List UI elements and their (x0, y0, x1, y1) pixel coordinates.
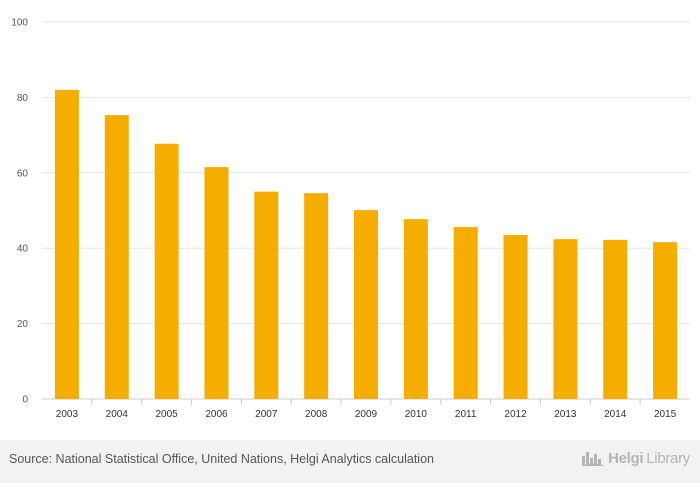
helgi-library-logo[interactable]: Helgi Library (581, 449, 690, 467)
bar-2005[interactable] (154, 143, 179, 399)
source-note: Source: National Statistical Office, Uni… (9, 452, 434, 466)
bar-2003[interactable] (54, 89, 79, 400)
x-tick-label: 2012 (504, 409, 527, 420)
bar-2013[interactable] (553, 239, 578, 399)
x-tick-label: 2004 (106, 409, 129, 420)
x-tick-label: 2005 (155, 409, 178, 420)
y-tick-label: 20 (17, 319, 29, 330)
x-axis-ticks: 2003 2004 2005 2006 2007 2008 2009 2010 2011 2012… (56, 399, 677, 420)
x-tick-label: 2014 (604, 409, 627, 420)
y-axis-ticks: 0 20 40 60 80 100 (11, 18, 28, 406)
bar-2014[interactable] (603, 239, 628, 399)
x-tick-label: 2006 (205, 409, 228, 420)
logo-text-sub: Library (646, 449, 690, 467)
x-tick-label: 2015 (654, 409, 677, 420)
x-tick-label: 2008 (305, 409, 328, 420)
x-tick-label: 2011 (455, 409, 477, 420)
bar-2015[interactable] (653, 242, 678, 399)
x-tick-label: 2007 (255, 409, 278, 420)
bar-2012[interactable] (503, 235, 528, 399)
bar-2009[interactable] (354, 210, 378, 399)
y-tick-label: 0 (22, 395, 28, 406)
logo-text-main: Helgi (608, 449, 644, 467)
y-tick-label: 60 (17, 168, 29, 179)
x-tick-label: 2010 (405, 409, 428, 420)
x-tick-label: 2009 (355, 409, 378, 420)
bar-2006[interactable] (204, 167, 229, 399)
bar-2007[interactable] (254, 191, 279, 399)
bar-2004[interactable] (104, 115, 129, 399)
bars (54, 89, 678, 400)
bar-2008[interactable] (304, 193, 329, 399)
city-skyline-icon (581, 452, 606, 466)
bar-2011[interactable] (453, 227, 478, 399)
y-tick-label: 40 (17, 244, 29, 255)
y-tick-label: 80 (17, 93, 29, 104)
bar-2010[interactable] (403, 219, 428, 399)
y-tick-label: 100 (11, 18, 28, 29)
x-tick-label: 2003 (56, 409, 79, 420)
x-tick-label: 2013 (554, 409, 577, 420)
chart-footer: Source: National Statistical Office, Uni… (0, 440, 700, 483)
